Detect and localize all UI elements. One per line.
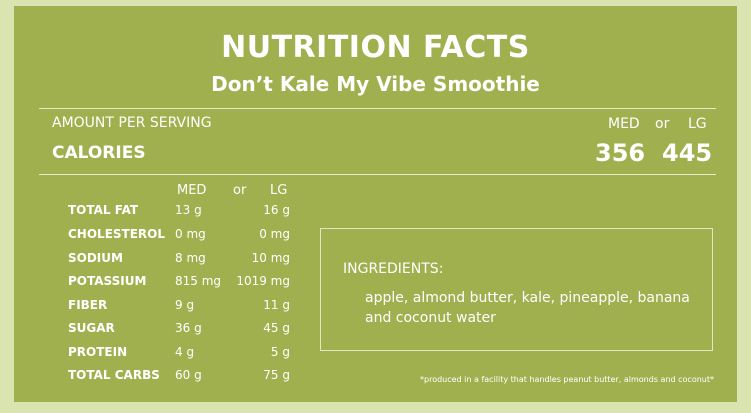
nutrient-lg-value: 0 mg	[259, 227, 290, 241]
divider-middle	[39, 174, 716, 175]
nutrient-label: SODIUM	[68, 251, 123, 265]
size-or-header: or	[655, 116, 670, 132]
amount-per-serving-label: AMOUNT PER SERVING	[52, 115, 212, 131]
nutrient-label: TOTAL CARBS	[68, 368, 160, 382]
nutrient-row-sugar: SUGAR 36 g 45 g	[14, 321, 334, 341]
nutrient-med-value: 60 g	[175, 368, 202, 382]
nutrient-med-value: 0 mg	[175, 227, 206, 241]
nutrient-lg-value: 11 g	[263, 298, 290, 312]
size-lg-header: LG	[688, 116, 707, 132]
nutrient-med-value: 815 mg	[175, 274, 222, 288]
nutrient-row-total-carbs: TOTAL CARBS 60 g 75 g	[14, 368, 334, 388]
column-or-header: or	[233, 183, 247, 198]
nutrient-med-value: 8 mg	[175, 251, 206, 265]
nutrient-label: PROTEIN	[68, 345, 128, 359]
nutrient-row-potassium: POTASSIUM 815 mg 1019 mg	[14, 274, 334, 294]
nutrition-panel: NUTRITION FACTS Don’t Kale My Vibe Smoot…	[14, 6, 737, 402]
nutrient-med-value: 9 g	[175, 298, 195, 312]
nutrient-label: POTASSIUM	[68, 274, 147, 288]
nutrient-lg-value: 5 g	[270, 345, 290, 359]
column-med-header: MED	[177, 183, 207, 198]
ingredients-title: INGREDIENTS:	[343, 261, 444, 277]
nutrient-label: TOTAL FAT	[68, 203, 139, 217]
nutrient-med-value: 36 g	[175, 321, 202, 335]
allergen-footnote: *produced in a facility that handles pea…	[420, 375, 714, 384]
calories-label: CALORIES	[52, 143, 146, 163]
nutrient-row-sodium: SODIUM 8 mg 10 mg	[14, 251, 334, 271]
nutrient-lg-value: 75 g	[263, 368, 290, 382]
nutrient-label: CHOLESTEROL	[68, 227, 166, 241]
nutrient-med-value: 4 g	[175, 345, 195, 359]
nutrient-row-total-fat: TOTAL FAT 13 g 16 g	[14, 203, 334, 223]
ingredients-text: apple, almond butter, kale, pineapple, b…	[365, 290, 690, 326]
nutrient-label: FIBER	[68, 298, 108, 312]
nutrition-title: NUTRITION FACTS	[221, 30, 530, 65]
calories-lg-value: 445	[662, 139, 713, 167]
nutrient-row-fiber: FIBER 9 g 11 g	[14, 298, 334, 318]
nutrient-label: SUGAR	[68, 321, 115, 335]
nutrient-lg-value: 10 mg	[251, 251, 290, 265]
divider-top	[39, 108, 716, 109]
product-name: Don’t Kale My Vibe Smoothie	[211, 72, 540, 96]
nutrient-row-cholesterol: CHOLESTEROL 0 mg 0 mg	[14, 227, 334, 247]
nutrient-med-value: 13 g	[175, 203, 202, 217]
nutrient-lg-value: 45 g	[263, 321, 290, 335]
nutrient-lg-value: 16 g	[263, 203, 290, 217]
size-med-header: MED	[608, 116, 640, 132]
calories-med-value: 356	[595, 139, 646, 167]
nutrient-row-protein: PROTEIN 4 g 5 g	[14, 345, 334, 365]
ingredients-box: INGREDIENTS: apple, almond butter, kale,…	[320, 228, 713, 351]
nutrient-lg-value: 1019 mg	[236, 274, 290, 288]
column-lg-header: LG	[270, 183, 288, 198]
